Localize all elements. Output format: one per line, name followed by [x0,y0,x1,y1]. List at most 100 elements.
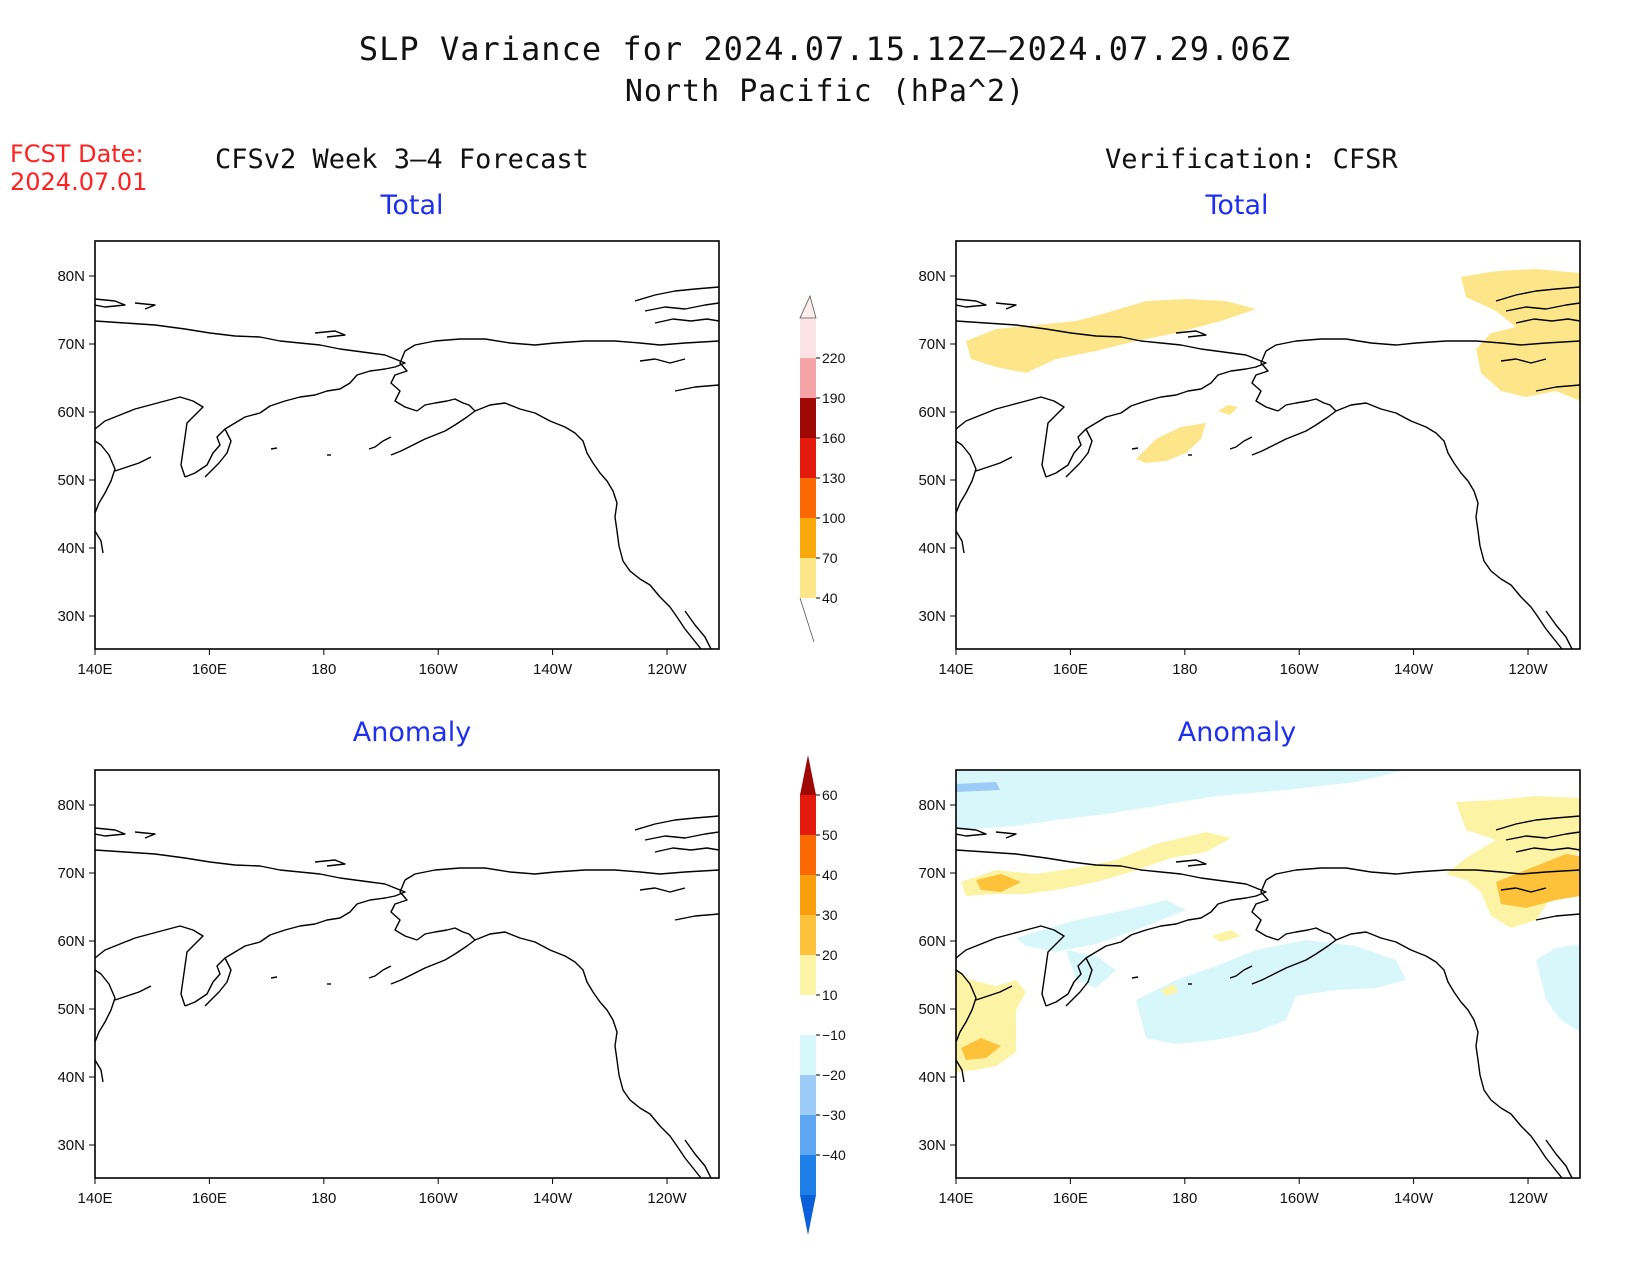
shaded-field [956,770,1580,1072]
colorbar-segment [800,1035,816,1075]
lon-tick-label: 160E [192,1190,227,1207]
lon-tick-label: 160W [419,1190,459,1207]
lon-tick-label: 120W [1508,1190,1548,1207]
variance-contour-region [1461,269,1580,401]
colorbar-label: 40 [822,867,838,883]
colorbar-end-arrow [800,1195,816,1235]
forecast-date-label: FCST Date: [10,140,144,168]
variance-contour-region [956,770,1406,830]
colorbar-segment [800,398,816,438]
lat-tick-label: 40N [57,1069,85,1086]
lon-tick-label: 120W [647,661,687,678]
lon-tick-label: 120W [1508,661,1548,678]
colorbar-label: 130 [822,470,846,486]
colorbar-label: −20 [822,1067,846,1083]
lat-tick-label: 50N [918,1001,946,1018]
panel-title-verification-anomaly: Anomaly [1177,717,1297,748]
colorbar-segment [800,915,816,955]
colorbar-segment [800,518,816,558]
colorbar-label: −40 [822,1147,846,1163]
forecast-column-title: CFSv2 Week 3–4 Forecast [215,144,589,175]
lon-tick-label: 140W [533,1190,573,1207]
colorbar-label: 220 [822,350,846,366]
lon-tick-label: 160W [419,661,459,678]
lon-tick-label: 140W [533,661,573,678]
lat-tick-label: 30N [918,1137,946,1154]
lon-tick-label: 140E [938,661,973,678]
colorbar-label: −10 [822,1027,846,1043]
colorbar-anomaly: 60 50 40 30 20 10 −10 −20 −30 −40 [800,755,846,1235]
lat-tick-label: 40N [918,540,946,557]
map-panel-verification-total: 80N 70N 60N 50N 40N 30N 140E 160E 180 160W 140W 120… [918,240,1581,678]
lat-tick-label: 70N [57,336,85,353]
colorbar-segment [800,835,816,875]
variance-contour-region [956,782,1000,792]
variance-contour-region [961,1038,1001,1060]
colorbar-label: 70 [822,550,838,566]
lon-tick-label: 120W [647,1190,687,1207]
map-panel-forecast-total: 80N 70N 60N 50N 40N 30N 140E 160E 180 160W 140W 120… [57,240,720,678]
verification-column-title: Verification: CFSR [1105,144,1398,175]
lat-tick-label: 50N [918,472,946,489]
lon-tick-label: 180 [311,661,336,678]
map-title-line2: North Pacific (hPa^2) [624,74,1026,109]
colorbar-end-arrow [800,755,816,795]
lat-tick-label: 30N [918,608,946,625]
colorbar-label: 40 [822,590,838,606]
lon-tick-label: 160E [192,661,227,678]
map-panel-verification-anomaly: 80N 70N 60N 50N 40N 30N 140E 160E 180 160W 140W 120… [918,769,1581,1207]
colorbar-label: 20 [822,947,838,963]
lon-tick-label: 160E [1053,661,1088,678]
colorbar-label: −30 [822,1107,846,1123]
colorbar-end-arrow [799,294,817,319]
colorbar-segment [800,438,816,478]
lat-tick-label: 40N [57,540,85,557]
variance-contour-region [1016,900,1186,952]
map-frame [955,769,1581,1179]
lat-tick-label: 30N [57,608,85,625]
map-title-line1: SLP Variance for 2024.07.15.12Z–2024.07.… [358,30,1292,68]
colorbar-segment [800,955,816,995]
map-background [956,241,1580,649]
colorbar-segment [800,558,816,598]
colorbar-label: 30 [822,907,838,923]
panel-title-verification-total: Total [1205,190,1269,221]
colorbar-end-arrow [799,597,815,643]
lat-tick-label: 70N [57,865,85,882]
colorbar-segment [800,478,816,518]
colorbar-label: 50 [822,827,838,843]
colorbar-label: 160 [822,430,846,446]
lat-tick-label: 80N [57,797,85,814]
colorbar-segment [800,1155,816,1195]
lat-tick-label: 60N [918,404,946,421]
colorbar-label: 60 [822,787,838,803]
lon-tick-label: 140W [1394,1190,1434,1207]
lat-tick-label: 60N [57,404,85,421]
colorbar-segment [800,1115,816,1155]
forecast-date-value: 2024.07.01 [10,168,148,196]
variance-contour-region [1211,930,1241,942]
variance-contour-region [961,832,1231,896]
panel-title-forecast-total: Total [380,190,444,221]
lon-tick-label: 140E [77,1190,112,1207]
lat-tick-label: 70N [918,865,946,882]
lon-tick-label: 140E [77,661,112,678]
lat-tick-label: 80N [57,268,85,285]
variance-contour-region [976,874,1021,892]
lat-tick-label: 80N [918,797,946,814]
lat-tick-label: 80N [918,268,946,285]
lat-tick-label: 50N [57,472,85,489]
lon-tick-label: 140E [938,1190,973,1207]
lon-tick-label: 160W [1280,661,1320,678]
colorbar-label: 100 [822,510,846,526]
colorbar-segment [800,875,816,915]
map-frame [955,240,1581,650]
variance-contour-region [1136,940,1406,1044]
lat-tick-label: 40N [918,1069,946,1086]
lat-tick-label: 70N [918,336,946,353]
lon-tick-label: 180 [1172,1190,1197,1207]
map-frame [94,769,720,1179]
panel-title-forecast-anomaly: Anomaly [352,717,472,748]
lat-tick-label: 60N [918,933,946,950]
